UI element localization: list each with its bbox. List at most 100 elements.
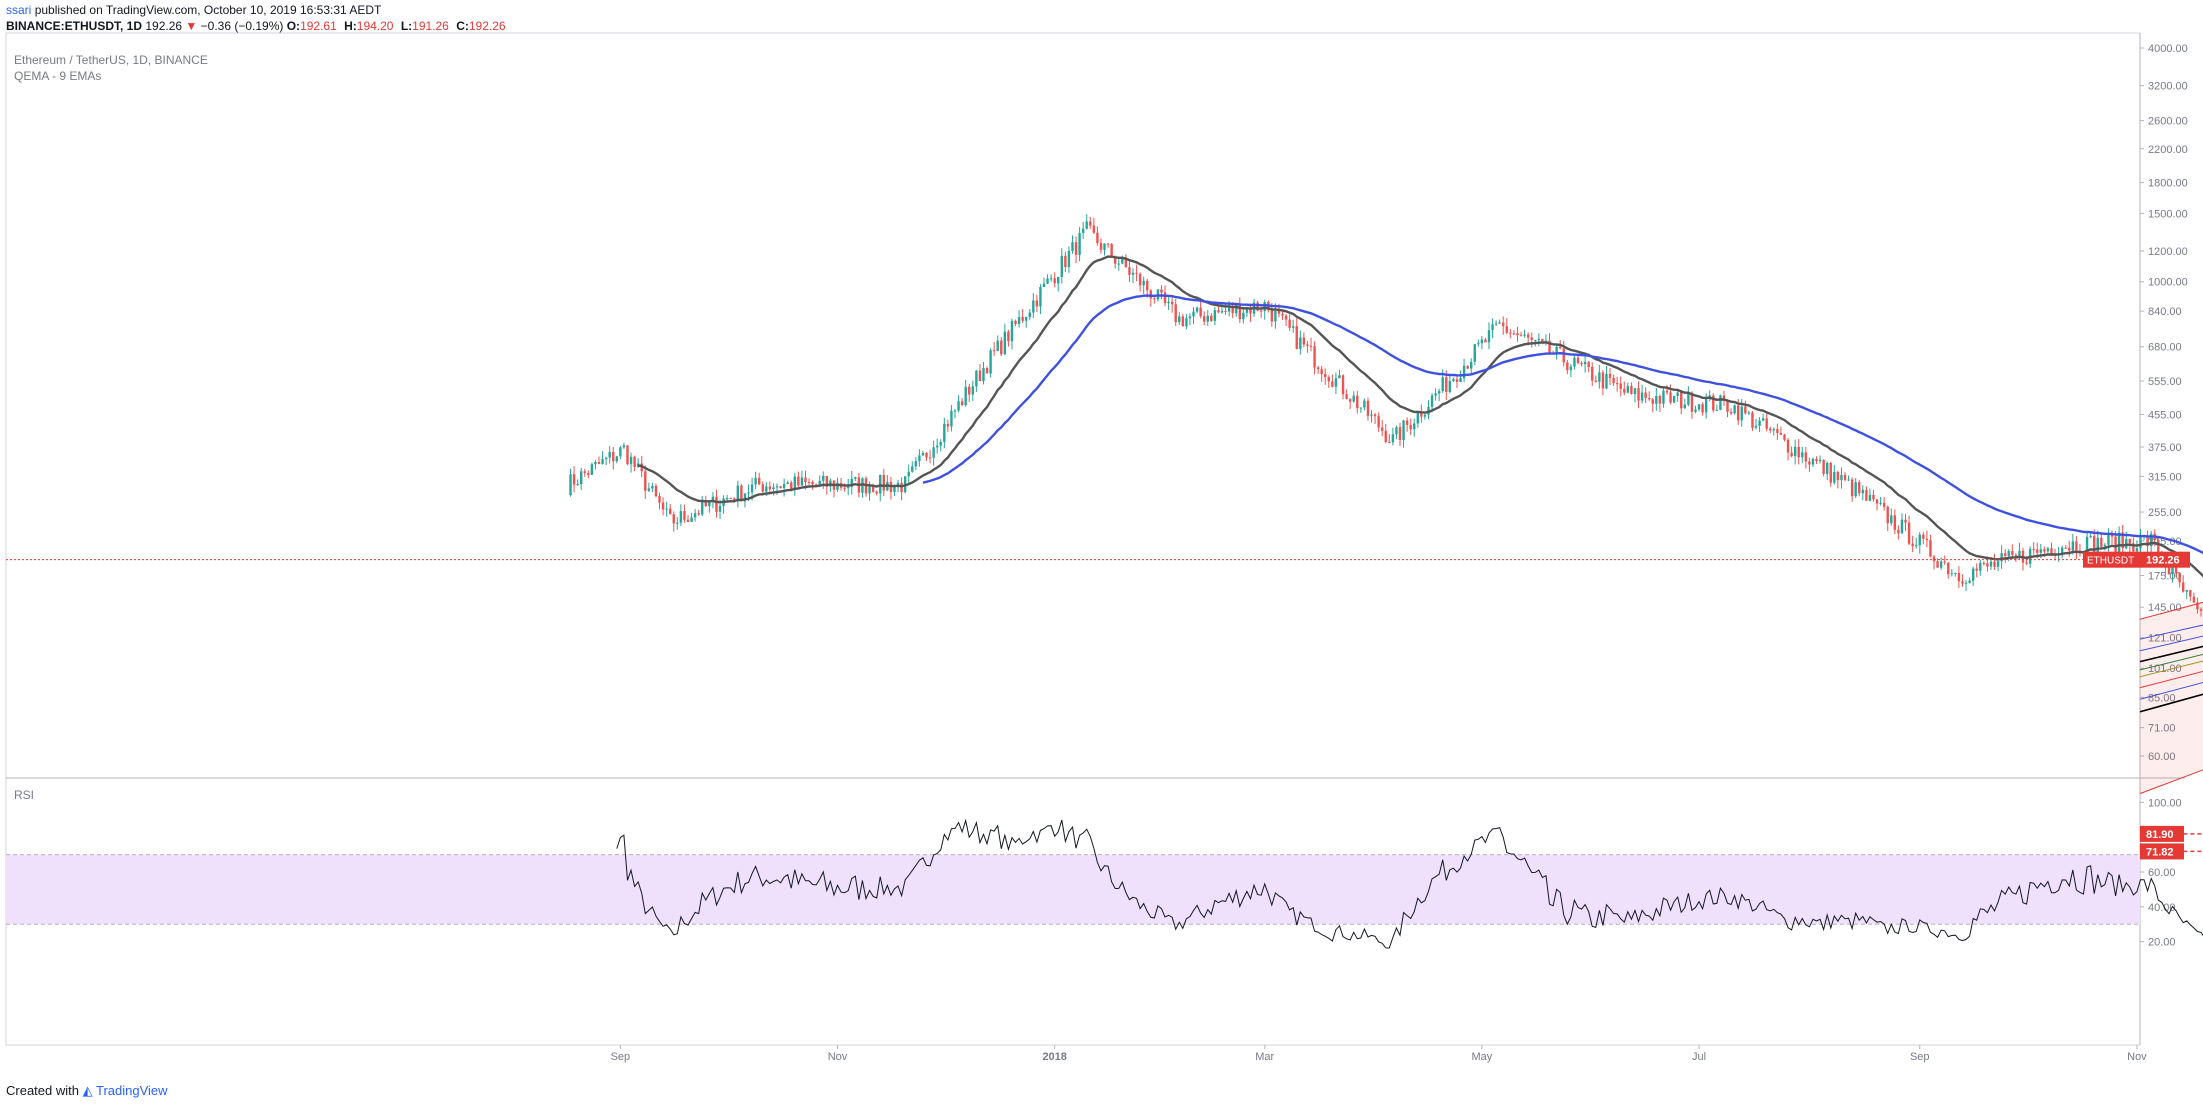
candle-body (1548, 340, 1551, 354)
candle-body (1523, 334, 1526, 336)
candle-body (1829, 462, 1832, 483)
candle-body (1302, 337, 1306, 345)
price-tick-label: 315.00 (2148, 471, 2182, 483)
candle-body (1754, 425, 1758, 428)
candle-body (1174, 304, 1177, 323)
candle-body (1402, 420, 1405, 440)
candle-body (1737, 405, 1740, 421)
candle-body (1224, 311, 1227, 313)
candle-body (1334, 378, 1338, 387)
candle-body (953, 410, 957, 412)
candle-body (1284, 315, 1288, 320)
candle-body (740, 485, 743, 502)
candle-body (1491, 324, 1494, 331)
candle-body (1441, 377, 1444, 392)
candle-body (693, 513, 697, 518)
candle-body (704, 500, 707, 507)
candle-body (918, 455, 921, 462)
candle-body (1295, 326, 1298, 349)
candle-body (1687, 392, 1690, 405)
candle-body (1053, 278, 1056, 284)
symbol-label[interactable]: BINANCE:ETHUSDT, 1D (6, 19, 143, 33)
candle-body (1537, 338, 1541, 340)
candle-body (1648, 398, 1651, 400)
price-value: 192.26 (145, 19, 183, 33)
price-tick-label: 71.00 (2148, 723, 2176, 735)
candle-body (1797, 446, 1800, 458)
candle-body (597, 461, 601, 464)
candle-body (583, 471, 586, 473)
candle-body (2039, 549, 2042, 553)
candle-body (2093, 536, 2096, 553)
candle-body (765, 486, 768, 492)
candle-body (925, 452, 928, 458)
candle-body (1925, 538, 1929, 541)
candle-body (1726, 400, 1729, 412)
candle-body (669, 508, 672, 515)
candle-body (1263, 301, 1266, 312)
candle-body (2196, 602, 2199, 610)
candle-body (1085, 221, 1088, 229)
price-tick-label: 375.00 (2148, 442, 2182, 454)
candle-body (651, 485, 654, 489)
candle-body (786, 482, 789, 485)
candle-body (1890, 515, 1893, 524)
time-tick-label: Nov (828, 1051, 848, 1063)
candle-body (1327, 377, 1330, 382)
candle-body (847, 486, 850, 489)
candle-body (793, 476, 796, 491)
candle-body (1676, 392, 1679, 396)
rsi-tick-label: 60.00 (2148, 867, 2176, 879)
candle-body (1437, 391, 1441, 394)
candle-body (1744, 406, 1747, 414)
rsi-line (616, 818, 2203, 949)
candle-body (928, 457, 932, 459)
candle-body (1106, 243, 1110, 245)
candle-body (907, 471, 910, 477)
candle-body (629, 456, 633, 465)
candle-body (619, 447, 622, 457)
candle-body (1320, 369, 1323, 375)
tradingview-logo-icon[interactable]: ◭ (82, 1083, 93, 1098)
candle-body (1932, 556, 1936, 562)
candle-body (2043, 549, 2046, 552)
candle-body (1769, 428, 1772, 431)
candle-body (2139, 536, 2142, 549)
candle-body (1470, 361, 1473, 369)
candle-body (1274, 311, 1277, 322)
candle-body (2192, 596, 2196, 603)
candle-body (2110, 534, 2114, 537)
candle-body (2089, 536, 2092, 538)
candle-body (2178, 573, 2181, 583)
last-price-tag (2140, 551, 2190, 568)
price-tick-label: 455.00 (2148, 409, 2182, 421)
tradingview-brand[interactable]: TradingView (96, 1083, 168, 1098)
candle-body (1434, 393, 1437, 396)
rsi-band (6, 854, 2140, 925)
candle-body (1487, 330, 1491, 343)
candle-body (1480, 339, 1484, 344)
candle-body (2046, 548, 2050, 552)
candle-body (1658, 395, 1662, 404)
candle-body (590, 464, 594, 475)
author-link[interactable]: ssari (6, 3, 32, 17)
candle-body (1042, 283, 1046, 288)
candle-body (1900, 519, 1904, 534)
candle-body (1989, 561, 1993, 567)
candle-body (1833, 472, 1836, 483)
candle-body (1270, 310, 1274, 322)
candle-body (2018, 550, 2021, 556)
candle-body (626, 445, 629, 465)
candle-body (1217, 310, 1220, 313)
candle-body (1142, 280, 1145, 286)
candle-body (1683, 404, 1686, 409)
candle-body (957, 401, 960, 411)
candle-body (2182, 582, 2185, 592)
candle-body (1761, 418, 1765, 421)
candle-body (1879, 502, 1882, 504)
candle-body (946, 423, 950, 427)
candle-body (1007, 331, 1010, 342)
candle-body (790, 482, 793, 491)
candle-body (1733, 405, 1736, 414)
